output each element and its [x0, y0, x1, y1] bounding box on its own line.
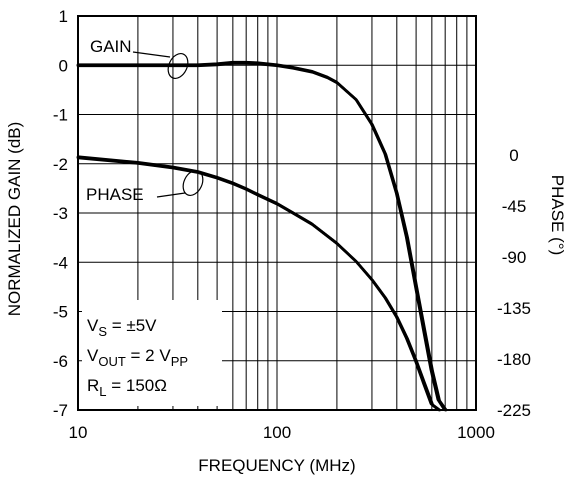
conditions-box: [82, 300, 222, 406]
supply-voltage-annotation: VS = ±5V: [87, 316, 157, 339]
y-tick-label-right: -45: [502, 197, 527, 216]
x-tick-label: 1000: [457, 423, 495, 442]
x-tick-label: 10: [69, 423, 88, 442]
series-line-phase: [76, 156, 442, 412]
series-phase: [76, 155, 442, 412]
y-tick-label-left: -1: [53, 106, 68, 125]
chart-series-layer: [76, 60, 448, 412]
phase-loop-icon: [182, 170, 204, 196]
y-tick-label-left: 1: [59, 7, 68, 26]
y-tick-label-left: -2: [53, 155, 68, 174]
gain-loop-icon: [167, 53, 189, 79]
y-tick-label-left: 0: [59, 56, 68, 75]
gain-leader-line: [132, 51, 171, 58]
x-axis-label: FREQUENCY (MHz): [198, 456, 355, 475]
x-tick-label: 100: [263, 423, 291, 442]
y-tick-label-left: -3: [53, 204, 68, 223]
y-tick-label-left: -6: [53, 352, 68, 371]
y-tick-label-right: 0: [509, 146, 518, 165]
series-line-gain: [76, 62, 448, 412]
gain-annotation: GAIN: [90, 37, 132, 56]
phase-annotation: PHASE: [86, 185, 144, 204]
phase-leader-line: [156, 192, 186, 198]
load-resistance-annotation: RL = 150Ω: [87, 376, 167, 399]
y-tick-label-left: -7: [53, 401, 68, 420]
y-tick-label-right: -90: [502, 248, 527, 267]
plot-frame: [77, 15, 477, 411]
y-tick-label-left: -4: [53, 253, 68, 272]
chart-annotations: GAIN PHASE VS = ±5V VOUT = 2 VPP RL = 150Ω: [82, 37, 222, 406]
y-axis-label-left: NORMALIZED GAIN (dB): [5, 122, 24, 317]
output-voltage-annotation: VOUT = 2 VPP: [87, 346, 188, 369]
y-tick-label-right: -135: [497, 299, 531, 318]
y-tick-label-left: -5: [53, 303, 68, 322]
y-axis-label-right: PHASE (°): [548, 175, 564, 255]
y-tick-label-right: -225: [497, 401, 531, 420]
series-gain: [76, 60, 448, 412]
y-tick-label-right: -180: [497, 350, 531, 369]
